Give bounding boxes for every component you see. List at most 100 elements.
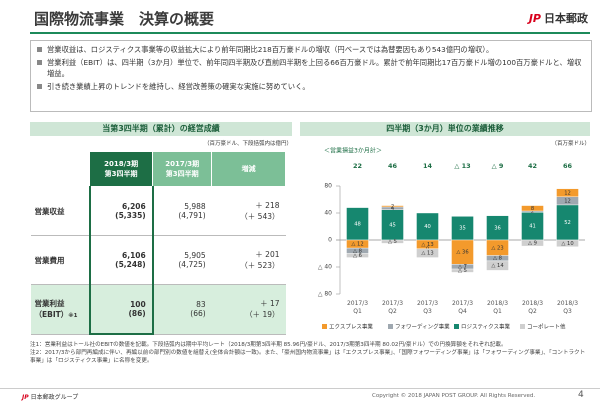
total-label: 46 (388, 162, 398, 170)
segment-label: 40 (424, 224, 431, 230)
cell-sub: (86) (128, 309, 146, 318)
segment-label: △ 5 (458, 268, 467, 274)
table-row: 営業収益 6,206 (5,335) 5,988 (4,791) ＋ 218 （＋ 543） (30, 186, 286, 236)
x-tick-label: 2017/3 Q3 (416, 300, 439, 315)
panel-title: 当第3四半期（累計）の経営成績 (30, 122, 292, 136)
segment-label: △ 13 (421, 251, 433, 257)
legend-swatch (322, 324, 327, 329)
logo: JP 日本郵政 (529, 10, 588, 26)
row-label-text: 営業利益 （EBIT） (34, 299, 69, 320)
table-cell: 5,905 (4,725) (152, 235, 212, 285)
row-label: 営業利益 （EBIT）※1 (30, 284, 90, 335)
bar-segment (346, 253, 369, 258)
segment-label: 52 (564, 220, 571, 226)
table-cell: ＋ 201 （＋ 523） (211, 235, 286, 285)
legend-label: フォワーディング事業 (395, 323, 450, 331)
cell-sub: (4,791) (178, 211, 206, 220)
column-header: 増減 (211, 151, 286, 187)
y-tick-label: △ 80 (318, 291, 332, 298)
table-cell: 83 (66) (152, 284, 212, 335)
bar-segment (556, 188, 579, 198)
jp-mark: JP (528, 12, 541, 25)
page-number: 4 (578, 390, 584, 400)
jp-mark: JP (22, 394, 29, 401)
legend-swatch (520, 324, 525, 329)
segment-label: △ 36 (456, 250, 468, 256)
footer-rule (0, 388, 600, 389)
total-label: △ 13 (454, 162, 470, 170)
slide-title: 国際物流事業 決算の概要 (34, 10, 215, 28)
row-label-text: 営業費用 (34, 255, 65, 265)
cell-sub: （＋ 523） (240, 261, 280, 270)
segment-label: 41 (529, 224, 536, 230)
total-label: 14 (423, 162, 433, 170)
cell-main: 100 (130, 300, 146, 309)
row-label: 営業費用 (30, 235, 90, 285)
cell-sub: (5,335) (115, 211, 146, 220)
x-tick-label: 2017/3 Q2 (381, 300, 404, 315)
bar-segment (486, 260, 509, 271)
x-tick-label: 2018/3 Q3 (556, 300, 579, 315)
chart-subtitle: ＜営業損益3か月計＞ (324, 147, 382, 155)
bar-segment (381, 205, 404, 208)
segment-label: 12 (564, 190, 571, 196)
chart-panel: 四半期（3か月）単位の業績推移 （百万豪ドル） ＜営業損益3か月計＞ △ 80 △ … (300, 122, 590, 338)
segment-label: 8 (531, 206, 534, 212)
blank-header (30, 151, 90, 187)
bar-segment (521, 205, 544, 212)
cell-main: 5,988 (184, 202, 206, 211)
segment-label: 12 (564, 198, 571, 204)
segment-label: 4 (391, 206, 395, 212)
cell-sub: （＋ 543） (240, 212, 280, 221)
cell-main: 6,206 (122, 202, 146, 211)
cell-main: ＋ 218 (255, 201, 280, 210)
segment-label: △ 8 (353, 248, 362, 254)
row-label-text: 営業収益 (34, 206, 65, 216)
unit-note: （百万豪ドル、下段括弧内は億円） (203, 141, 292, 147)
segment-label: △ 14 (491, 263, 504, 269)
table-cell: 5,988 (4,791) (152, 186, 212, 236)
cell-main: ＋ 17 (260, 299, 280, 309)
legend-label: コーポレート他 (527, 323, 566, 331)
y-tick-label: △ 40 (318, 264, 332, 271)
x-tick-label: 2018/3 Q1 (486, 300, 509, 315)
cell-sub: (5,248) (115, 260, 146, 269)
segment-label: △ 10 (561, 241, 573, 247)
bar-segment (451, 268, 474, 273)
cell-main: ＋ 201 (255, 250, 280, 259)
segment-label: △ 23 (491, 245, 503, 251)
table-cell: 6,206 (5,335) (88, 186, 154, 236)
segment-label: △ 7 (458, 264, 467, 270)
y-tick-label: 0 (328, 237, 332, 244)
table-row: 営業利益 （EBIT）※1 100 (86) 83 (66) ＋ 17 （＋ 19） (30, 284, 286, 335)
table-cell: 100 (86) (88, 284, 154, 335)
bullet: 引き続き業績上昇のトレンドを維持し、経営改善策の確実な実施に努めていく。 (37, 81, 585, 92)
chart-unit: （百万豪ドル） (551, 141, 590, 147)
bar-segment (381, 239, 404, 244)
bar-segment (521, 239, 544, 247)
bar-segment (556, 239, 579, 247)
column-header: 2017/3期 第3四半期 (152, 151, 213, 187)
group-name: 日本郵政グループ (30, 394, 79, 401)
column-header: 2018/3期 第3四半期 (88, 151, 154, 187)
segment-label: △ 5 (388, 239, 397, 245)
cell-sub: (66) (190, 309, 206, 319)
total-label: 22 (353, 162, 362, 170)
bullet: 営業利益（EBIT）は、四半期（3か月）単位で、前年同四半期及び直前四半期を上回… (37, 57, 585, 79)
table-cell: ＋ 17 （＋ 19） (211, 284, 286, 335)
legend-label: エクスプレス事業 (329, 323, 373, 331)
table-cell: ＋ 218 （＋ 543） (211, 186, 286, 236)
bullet: 営業収益は、ロジスティクス事業等の収益拡大により前年同期比218百万豪ドルの増収… (37, 44, 585, 55)
legend-label: ロジスティクス事業 (461, 323, 511, 331)
segment-label: △ 12 (351, 242, 363, 248)
segment-label: 35 (459, 226, 466, 232)
row-label: 営業収益 (30, 186, 90, 236)
copyright: Copyright © 2018 JAPAN POST GROUP. All R… (372, 393, 536, 399)
chart-title: 四半期（3か月）単位の業績推移 (300, 122, 590, 136)
y-tick-label: 80 (324, 183, 332, 190)
x-tick-label: 2017/3 Q1 (346, 300, 369, 315)
table-cell: 6,106 (5,248) (88, 235, 154, 285)
bullet-box: 営業収益は、ロジスティクス事業等の収益拡大により前年同期比218百万豪ドルの増収… (30, 40, 592, 112)
